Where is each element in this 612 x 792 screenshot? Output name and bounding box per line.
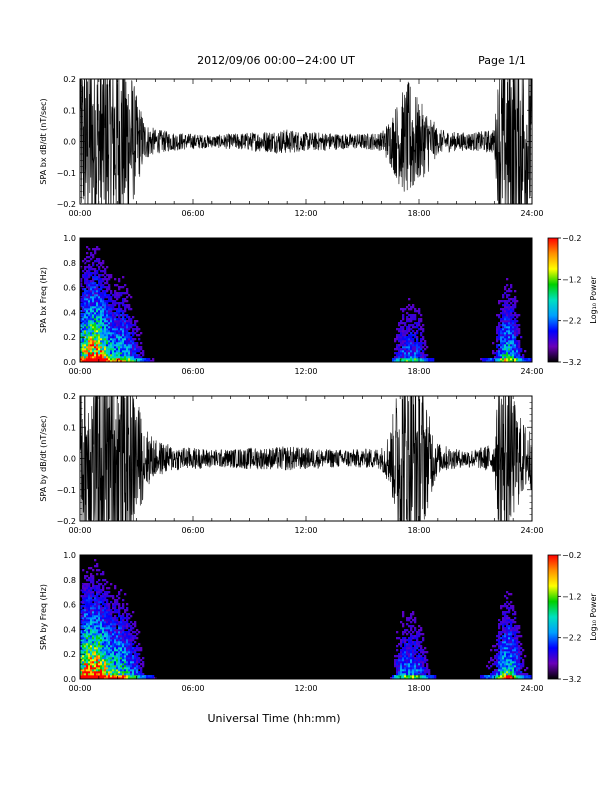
spectrogram-background: [80, 238, 532, 362]
spectrogram-background: [80, 555, 532, 679]
y-tick-label: −0.1: [57, 486, 76, 495]
x-tick-label: 24:00: [520, 209, 543, 218]
x-tick-label: 00:00: [68, 209, 91, 218]
x-tick-label: 12:00: [294, 526, 317, 535]
y-axis-label: SPA by dB/dt (nT/sec): [39, 415, 48, 501]
x-tick-label: 06:00: [181, 526, 204, 535]
x-tick-label: 06:00: [181, 367, 204, 376]
x-tick-label: 00:00: [68, 367, 91, 376]
x-tick-label: 00:00: [68, 684, 91, 693]
colorbar: [547, 237, 559, 363]
y-tick-label: 0.8: [63, 576, 76, 585]
y-tick-label: 0.2: [63, 392, 76, 401]
panel-3: 00:00 06:00 12:00 18:00 24:00 0.2 0.1 0.0 −0.1 −0…: [39, 392, 544, 535]
y-axis-label: SPA bx dB/dt (nT/sec): [39, 98, 48, 184]
y-tick-label: 0.2: [63, 333, 76, 342]
y-tick-label: 0.0: [63, 455, 76, 464]
y-tick-label: −0.2: [57, 200, 76, 209]
x-tick-label: 06:00: [181, 684, 204, 693]
y-tick-label: 0.4: [63, 625, 76, 634]
colorbar-tick-label: −3.2: [562, 675, 581, 684]
colorbar-tick-label: −1.2: [562, 275, 581, 284]
colorbar-tick-label: −0.2: [562, 551, 581, 560]
colorbar-label: Log₁₀ Power: [589, 593, 598, 641]
waveform-trace: [80, 79, 532, 204]
panel-4: −0.2 −1.2 −2.2 −3.2 Log₁₀ Power 00:00 06:00 12:…: [39, 551, 598, 693]
y-tick-label: 0.6: [63, 601, 76, 610]
x-tick-label: 06:00: [181, 209, 204, 218]
y-axis-label: SPA by Freq (Hz): [39, 584, 48, 650]
y-tick-label: 1.0: [63, 551, 76, 560]
x-tick-label: 18:00: [407, 684, 430, 693]
figure-title: 2012/09/06 00:00−24:00 UT: [197, 54, 355, 67]
x-tick-label: 12:00: [294, 209, 317, 218]
x-tick-label: 24:00: [520, 684, 543, 693]
x-tick-label: 12:00: [294, 367, 317, 376]
colorbar-tick-label: −1.2: [562, 592, 581, 601]
y-tick-label: 0.4: [63, 308, 76, 317]
x-tick-label: 18:00: [407, 209, 430, 218]
x-tick-label: 24:00: [520, 367, 543, 376]
colorbar-tick-label: −0.2: [562, 234, 581, 243]
plots: 00:00 06:00 12:00 18:00 24:00 0.2 0.1 0.0 −0.1 −0…: [39, 75, 598, 693]
waveform-trace: [80, 396, 532, 521]
colorbar-tick-label: −3.2: [562, 358, 581, 367]
spectrogram-cells: [80, 246, 532, 362]
y-tick-label: 0.1: [63, 423, 76, 432]
y-tick-label: 0.0: [63, 138, 76, 147]
panel-2: −0.2 −1.2 −2.2 −3.2 Log₁₀ Power 00:00 06:00 12:…: [39, 234, 598, 376]
y-tick-label: 0.0: [63, 675, 76, 684]
y-tick-label: −0.1: [57, 169, 76, 178]
colorbar: [547, 554, 559, 680]
y-tick-label: 0.6: [63, 284, 76, 293]
spectrogram-cells: [80, 559, 532, 679]
x-tick-label: 00:00: [68, 526, 91, 535]
y-tick-label: 0.2: [63, 650, 76, 659]
colorbar-tick-label: −2.2: [562, 317, 581, 326]
y-tick-label: 0.1: [63, 106, 76, 115]
y-tick-label: 0.2: [63, 75, 76, 84]
y-axis-label: SPA bx Freq (Hz): [39, 267, 48, 333]
y-tick-label: 1.0: [63, 234, 76, 243]
x-tick-label: 12:00: [294, 684, 317, 693]
colorbar-tick-label: −2.2: [562, 634, 581, 643]
panel-1: 00:00 06:00 12:00 18:00 24:00 0.2 0.1 0.0 −0.1 −0…: [39, 75, 544, 218]
x-tick-label: 18:00: [407, 367, 430, 376]
x-axis-label: Universal Time (hh:mm): [208, 712, 341, 725]
colorbar-label: Log₁₀ Power: [589, 276, 598, 324]
y-tick-label: 0.0: [63, 358, 76, 367]
x-tick-label: 18:00: [407, 526, 430, 535]
y-tick-label: 0.8: [63, 259, 76, 268]
y-tick-label: −0.2: [57, 517, 76, 526]
page-indicator: Page 1/1: [478, 54, 526, 67]
x-tick-label: 24:00: [520, 526, 543, 535]
